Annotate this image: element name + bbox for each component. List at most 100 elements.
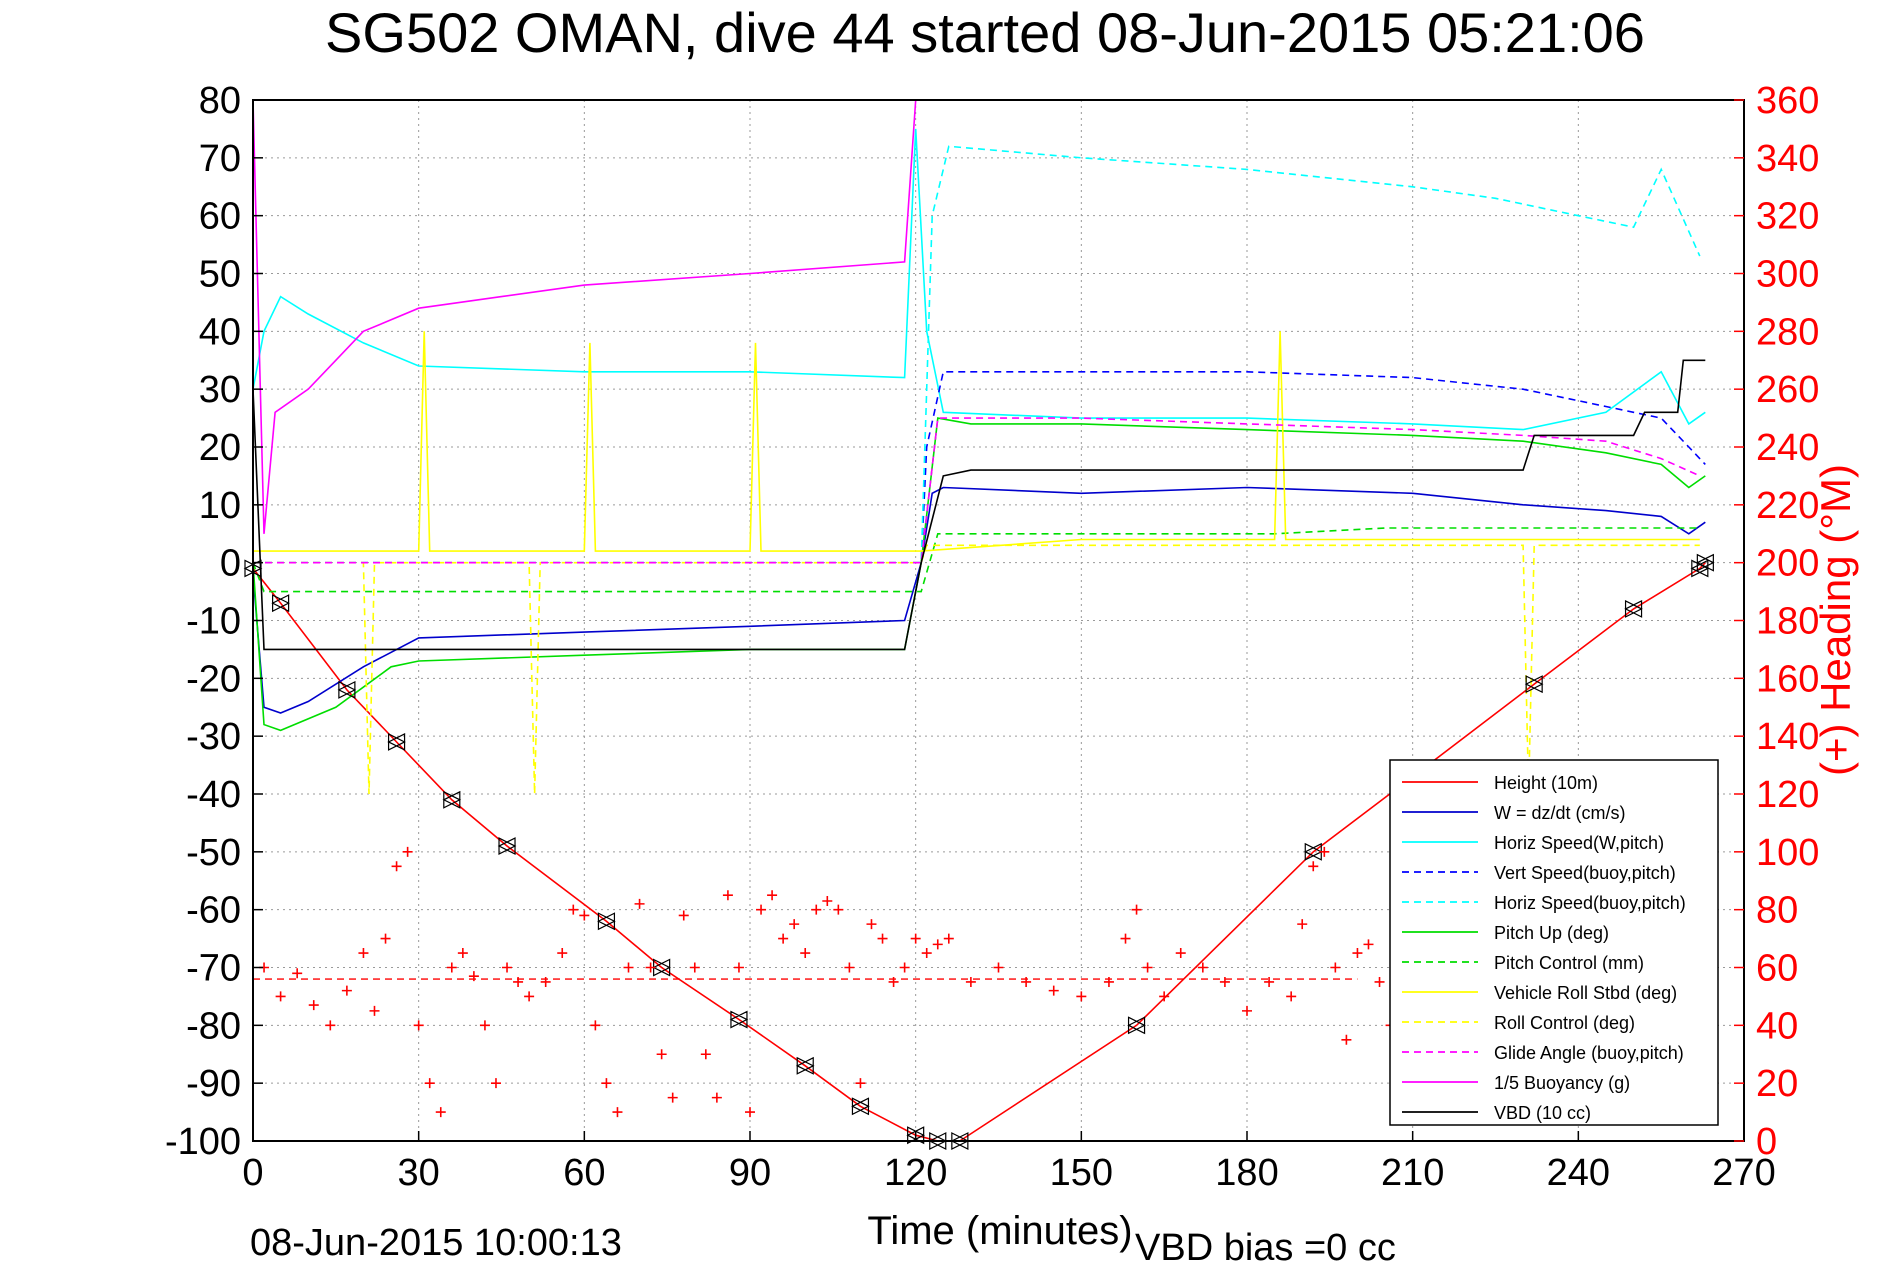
- left-tick-label: -40: [186, 774, 241, 816]
- heading-marker: [1021, 976, 1032, 987]
- right-tick-label: 320: [1756, 196, 1819, 238]
- left-tick-label: -30: [186, 716, 241, 758]
- heading-marker: [341, 985, 352, 996]
- heading-marker: [711, 1092, 722, 1103]
- heading-marker: [1297, 919, 1308, 930]
- series-line-2: [252, 128, 1706, 431]
- heading-marker: [789, 919, 800, 930]
- left-tick-label: -50: [186, 832, 241, 874]
- right-tick-label: 360: [1756, 80, 1819, 122]
- heading-marker: [524, 991, 535, 1002]
- series-line-3: [253, 370, 1706, 564]
- left-tick-label: -80: [186, 1005, 241, 1047]
- heading-marker: [778, 933, 789, 944]
- right-tick-label: 300: [1756, 254, 1819, 296]
- heading-marker: [689, 962, 700, 973]
- left-tick-label: -20: [186, 658, 241, 700]
- height-marker: [442, 790, 462, 809]
- left-tick-label: 20: [199, 427, 241, 469]
- series-line-6: [252, 527, 1700, 593]
- heading-marker: [800, 948, 811, 959]
- series-line-4: [253, 145, 1701, 564]
- heading-marker: [579, 910, 590, 921]
- left-tick-label: 70: [199, 138, 241, 180]
- footer-vbd-bias: VBD bias =0 cc: [1135, 1227, 1396, 1262]
- heading-marker: [292, 968, 303, 979]
- right-tick-label: 80: [1756, 890, 1798, 932]
- heading-marker: [402, 846, 413, 857]
- heading-marker: [446, 962, 457, 973]
- heading-marker: [993, 962, 1004, 973]
- heading-marker: [656, 1049, 667, 1060]
- heading-marker: [1142, 962, 1153, 973]
- height-marker: [597, 912, 616, 931]
- height-marker: [387, 732, 406, 751]
- heading-marker: [1197, 962, 1208, 973]
- right-tick-label: 140: [1756, 716, 1819, 758]
- heading-marker: [634, 898, 645, 909]
- heading-marker: [965, 976, 976, 987]
- series-line-9: [253, 417, 1701, 564]
- heading-marker: [910, 933, 921, 944]
- heading-marker: [844, 962, 855, 973]
- legend-item: VBD (10 cc): [1494, 1103, 1591, 1123]
- legend-item: 1/5 Buoyancy (g): [1494, 1073, 1630, 1093]
- heading-marker: [391, 861, 402, 872]
- heading-marker: [358, 948, 369, 959]
- heading-marker: [435, 1107, 446, 1118]
- right-tick-label: 280: [1756, 311, 1819, 353]
- right-tick-label: 200: [1756, 543, 1819, 585]
- right-tick-label: 0: [1756, 1121, 1777, 1163]
- height-marker: [497, 837, 517, 856]
- heading-marker: [645, 962, 656, 973]
- right-tick-label: 240: [1756, 427, 1819, 469]
- heading-marker: [866, 919, 877, 930]
- heading-marker: [413, 1020, 424, 1031]
- heading-marker: [833, 904, 844, 915]
- heading-marker: [612, 1107, 623, 1118]
- legend-item: Pitch Up (deg): [1494, 923, 1609, 943]
- heading-marker: [822, 895, 833, 906]
- height-marker: [795, 1056, 815, 1075]
- legend-box: [1389, 759, 1719, 1126]
- heading-marker: [899, 962, 910, 973]
- legend-item: Horiz Speed(W,pitch): [1494, 833, 1664, 853]
- right-tick-label: 220: [1756, 485, 1819, 527]
- heading-marker: [756, 904, 767, 915]
- left-tick-label: 80: [199, 80, 241, 122]
- heading-marker: [325, 1020, 336, 1031]
- right-tick-label: 340: [1756, 138, 1819, 180]
- legend-item: Glide Angle (buoy,pitch): [1494, 1043, 1684, 1063]
- series-line-11: [252, 359, 1706, 651]
- left-axis-ticks: 80 70 60 50 40 30 20 10 0 -10 -20 -30 -40 -50 -60 -70 -8…: [165, 80, 263, 1163]
- height-marker: [1127, 1016, 1146, 1035]
- heading-marker: [921, 948, 932, 959]
- heading-marker: [1264, 976, 1275, 987]
- heading-marker: [540, 976, 551, 987]
- heading-marker: [601, 1078, 612, 1089]
- heading-marker: [855, 1078, 866, 1089]
- legend-item: Pitch Control (mm): [1494, 953, 1644, 973]
- heading-marker: [424, 1078, 435, 1089]
- left-tick-label: 30: [199, 369, 241, 411]
- chart-title: SG502 OMAN, dive 44 started 08-Jun-2015 …: [325, 1, 1645, 64]
- heading-marker: [1242, 1005, 1252, 1016]
- legend-item: Height (10m): [1494, 773, 1598, 793]
- heading-marker: [745, 1107, 755, 1118]
- heading-marker: [490, 1078, 501, 1089]
- series-line-1: [252, 486, 1706, 714]
- heading-marker: [590, 1020, 601, 1031]
- right-tick-label: 160: [1756, 658, 1819, 700]
- heading-marker: [1341, 1034, 1352, 1045]
- series-line-7: [253, 331, 1700, 552]
- height-marker: [271, 594, 290, 613]
- heading-marker: [1352, 948, 1363, 959]
- heading-marker: [1159, 991, 1170, 1002]
- heading-markers: [259, 846, 1418, 1118]
- heading-marker: [1120, 933, 1131, 944]
- heading-marker: [1286, 991, 1297, 1002]
- heading-marker: [380, 933, 391, 944]
- x-axis-ticks: 0 30 60 90 120 150 180 210 240 270: [242, 1131, 1776, 1194]
- right-tick-label: 120: [1756, 774, 1819, 816]
